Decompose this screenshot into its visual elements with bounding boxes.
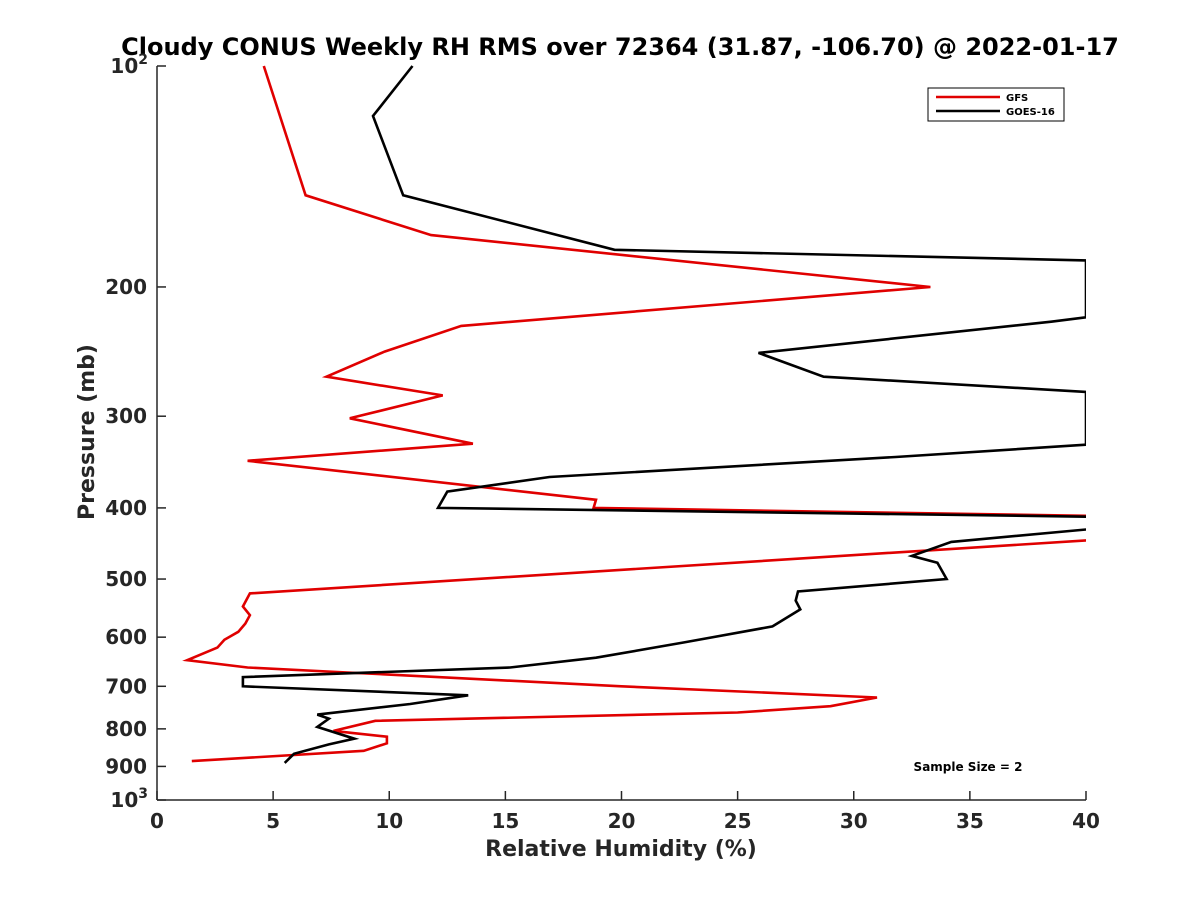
x-tick-label: 20 [608,809,636,833]
series-line-goes16 [241,65,1086,764]
series-line-gfs [182,65,1086,763]
legend-box [927,87,1065,122]
y-tick-label: 500 [105,567,147,591]
y-tick-label: 800 [105,717,147,741]
series-lines [182,65,1086,764]
x-tick-label: 40 [1072,809,1100,833]
x-tick-label: 35 [956,809,984,833]
y-tick-label: 900 [105,754,147,778]
y-tick-label: 300 [105,404,147,428]
legend-label-gfs: GFS [1006,93,1028,104]
y-tick-label: 103 [110,786,148,812]
x-tick-label: 5 [266,809,280,833]
y-axis-label: Pressure (mb) [75,344,100,520]
x-tick-label: 10 [375,809,403,833]
x-tick-label: 15 [491,809,519,833]
y-tick-label: 400 [105,496,147,520]
y-tick-label: 600 [105,625,147,649]
x-tick-label: 25 [724,809,752,833]
y-tick-label: 700 [105,674,147,698]
x-tick-label: 30 [840,809,868,833]
sample-size-annotation: Sample Size = 2 [914,760,1023,774]
x-axis-label: Relative Humidity (%) [485,837,757,862]
legend-label-goes16: GOES-16 [1006,107,1055,118]
x-tick-label: 0 [150,809,164,833]
y-tick-label: 200 [105,275,147,299]
y-tick-label: 102 [110,52,148,78]
y-axis-ticks: 102 200 300 400 500 600 700 800 900 103 [105,52,166,812]
legend: GFS GOES-16 [927,87,1065,122]
axes [156,66,1086,801]
x-axis-ticks: 0 5 10 15 20 25 30 35 40 [150,791,1100,833]
chart-title: Cloudy CONUS Weekly RH RMS over 72364 (3… [121,33,1119,61]
